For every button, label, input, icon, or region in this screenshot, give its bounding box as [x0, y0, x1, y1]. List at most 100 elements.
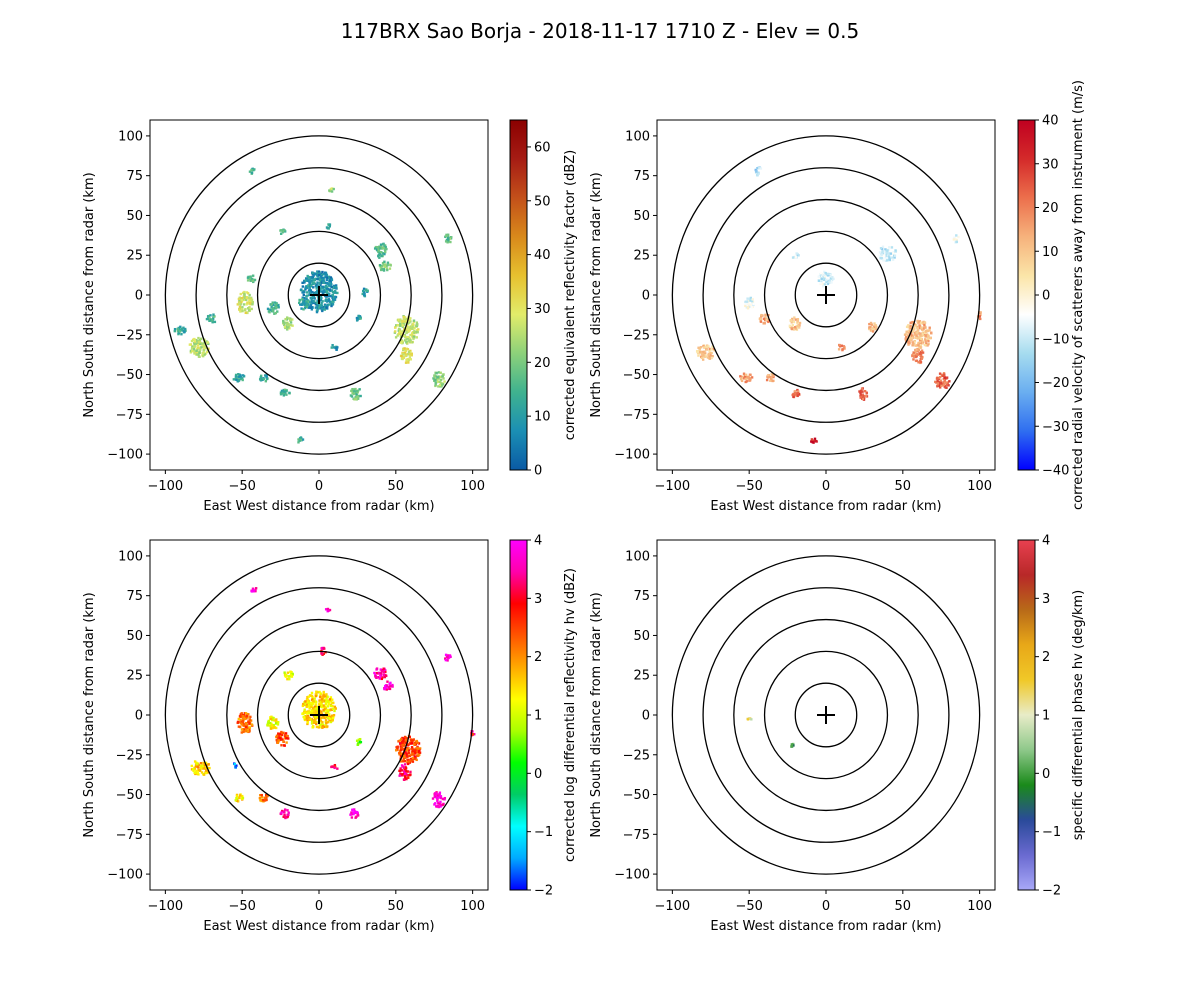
echo-pixel [862, 396, 866, 400]
echo-pixel [328, 699, 331, 703]
echo-pixel [700, 351, 704, 355]
echo-pixel [180, 333, 183, 336]
echo-pixel [919, 350, 923, 354]
echo-pixel [283, 325, 287, 328]
echo-pixel [290, 672, 293, 676]
echo-pixel [193, 345, 196, 349]
echo-pixel [382, 268, 386, 271]
echo-pixel [319, 692, 322, 695]
echo-pixel [289, 321, 293, 324]
y-axis-label: North South distance from radar (km) [589, 592, 604, 837]
echo-pixel [385, 267, 389, 270]
echo-pixel [314, 711, 318, 715]
echo-pixel [413, 742, 416, 745]
echo-pixel [246, 726, 249, 730]
echo-pixel [246, 279, 250, 282]
echo-pixel [277, 721, 280, 724]
echo-pixel [437, 385, 440, 388]
echo-pixel [448, 237, 452, 240]
echo-pixel [436, 376, 439, 379]
echo-pixel [788, 325, 792, 329]
echo-pixel [399, 748, 403, 752]
echo-pixel [384, 674, 387, 677]
echo-pixel [323, 281, 327, 284]
echo-pixel [283, 323, 286, 326]
colorbar [509, 119, 528, 471]
echo-pixel [314, 272, 317, 276]
echo-pixel [275, 734, 279, 737]
echo-pixel [200, 342, 204, 346]
echo-pixel [313, 718, 316, 722]
echo-pixel [702, 346, 706, 349]
echo-pixel [409, 773, 412, 776]
echo-pixel [942, 372, 946, 375]
echo-pixel [334, 291, 337, 294]
echo-pixel [811, 440, 814, 444]
echo-pixel [382, 667, 385, 671]
echo-pixel [415, 758, 418, 762]
echo-pixel [325, 712, 328, 715]
colorbar-tick-label: −10 [1042, 332, 1069, 347]
echo-pixel [355, 810, 359, 814]
echo-pixel [388, 682, 391, 686]
echo-pixel [266, 722, 270, 726]
echo-pixel [380, 254, 383, 258]
echo-pixel [326, 708, 329, 712]
echo-pixel [409, 358, 413, 361]
echo-pixel [911, 354, 914, 358]
echo-pixel [826, 274, 830, 277]
echo-pixel [439, 378, 443, 382]
echo-pixel [327, 297, 331, 301]
echo-pixel [234, 375, 238, 378]
echo-pixel [234, 373, 238, 377]
echo-pixel [869, 321, 873, 325]
echo-pixel [183, 330, 186, 334]
echo-pixel [381, 267, 384, 271]
echo-pixel [822, 285, 825, 288]
echo-pixel [355, 815, 358, 819]
echo-pixel [314, 700, 318, 704]
echo-pixel [441, 803, 445, 806]
echo-pixel [917, 348, 921, 352]
echo-pixel [746, 297, 749, 300]
echo-pixel [890, 246, 894, 249]
echo-pixel [199, 764, 202, 768]
echo-pixel [746, 718, 750, 721]
echo-pixel [859, 395, 862, 399]
echo-pixel [379, 266, 383, 269]
echo-pixel [384, 670, 387, 674]
echo-pixel [324, 275, 327, 278]
echo-cell [250, 587, 258, 593]
radar-location-marker [310, 286, 328, 304]
echo-pixel [303, 716, 306, 719]
echo-pixel [793, 390, 797, 393]
echo-pixel [796, 394, 799, 398]
echo-pixel [311, 271, 314, 275]
colorbar-tick-label: 20 [534, 356, 551, 371]
echo-pixel [439, 805, 442, 808]
echo-pixel [920, 356, 924, 360]
echo-pixel [269, 717, 273, 721]
echo-pixel [904, 337, 908, 341]
echo-cell [765, 373, 775, 383]
echo-pixel [350, 816, 354, 819]
echo-pixel [374, 675, 378, 679]
echo-pixel [875, 326, 878, 329]
echo-pixel [285, 674, 288, 677]
echo-pixel [415, 323, 419, 327]
echo-pixel [410, 354, 413, 357]
echo-pixel [908, 338, 911, 341]
echo-pixel [250, 296, 253, 300]
colorbar-label: specific differential phase hv (deg/km) [1071, 590, 1086, 840]
echo-pixel [354, 395, 357, 399]
echo-pixel [888, 246, 891, 249]
echo-pixel [303, 296, 306, 300]
echo-pixel [271, 309, 275, 313]
colorbar-tick-label: 40 [1042, 114, 1059, 129]
echo-pixel [238, 302, 241, 305]
echo-pixel [401, 773, 404, 776]
echo-pixel [207, 347, 210, 350]
echo-pixel [234, 799, 237, 802]
echo-pixel [791, 393, 794, 397]
echo-pixel [357, 738, 361, 741]
